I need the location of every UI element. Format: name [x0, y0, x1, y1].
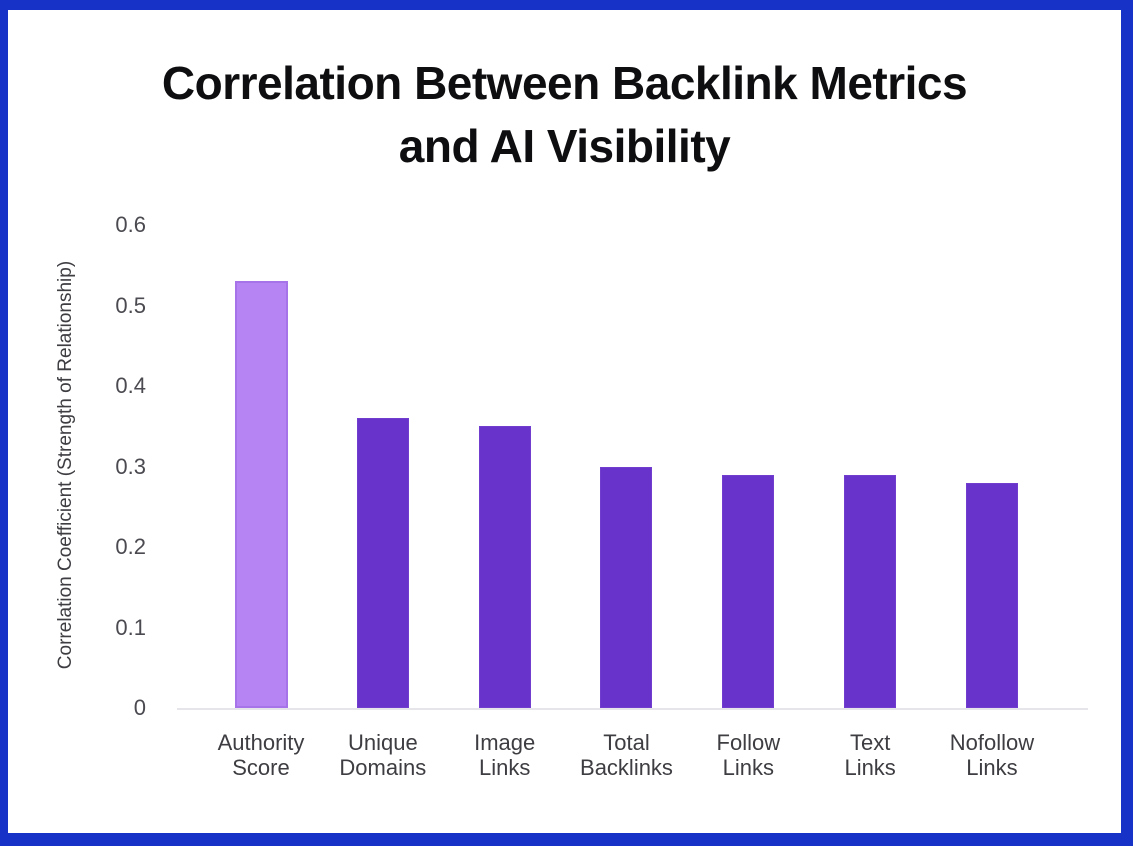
x-category-label-line: Follow: [716, 730, 781, 755]
y-tick-label-0.2: 0.2: [115, 534, 146, 559]
bar-total-backlinks: [600, 466, 653, 708]
x-category-label-line: Image: [474, 730, 536, 755]
x-category-label-line: Links: [844, 755, 896, 780]
x-category-label-text-links: Text Links: [795, 730, 945, 780]
bar-image-links: [478, 426, 531, 708]
x-category-label-line: Text: [849, 730, 891, 755]
x-category-label-line: Total: [603, 730, 650, 755]
x-category-label-line: Domains: [339, 755, 427, 780]
x-category-label-line: Backlinks: [580, 755, 673, 780]
chart-title-line-1: Correlation Between Backlink Metrics: [161, 57, 968, 109]
y-tick-label-0.5: 0.5: [115, 292, 146, 318]
x-category-label-line: Authority: [217, 730, 305, 755]
x-category-label-line: Unique: [347, 730, 418, 755]
bar-text-links: [844, 474, 897, 708]
x-category-label-line: Score: [232, 755, 290, 780]
y-tick-label-0.6: 0.6: [115, 212, 146, 237]
x-category-label-line: Links: [478, 755, 531, 780]
y-tick-label-0.3: 0.3: [115, 453, 146, 479]
x-category-label-nofollow-links: Nofollow Links: [917, 730, 1067, 780]
x-axis-line: [177, 708, 1088, 710]
chart-title: Correlation Between Backlink Metrics and…: [8, 52, 1121, 178]
x-category-label-line: Nofollow: [949, 730, 1035, 755]
chart-title-line-2: and AI Visibility: [398, 120, 731, 172]
chart-canvas: Correlation Between Backlink Metrics and…: [8, 10, 1121, 833]
y-tick-label-0.1: 0.1: [115, 614, 146, 640]
x-category-label-image-links: Image Links: [430, 730, 580, 780]
y-tick-label-0: 0: [133, 695, 146, 720]
bar-unique-domains: [356, 418, 409, 708]
plot-area: 0 0.1 0.2 0.3 0.4 0.5 0.6 Authority Score Unique D…: [8, 10, 1121, 833]
x-category-label-follow-links: Follow Links: [673, 730, 823, 780]
x-category-label-line: Links: [722, 755, 774, 780]
y-tick-label-0.4: 0.4: [115, 373, 146, 398]
x-category-label-total-backlinks: Total Backlinks: [551, 730, 701, 780]
bar-nofollow-links: [965, 482, 1018, 708]
x-category-label-unique-domains: Unique Domains: [308, 730, 458, 780]
x-category-label-authority-score: Authority Score: [186, 730, 336, 780]
bar-follow-links: [722, 474, 775, 708]
x-category-label-line: Links: [966, 755, 1018, 780]
bar-authority-score: [234, 281, 288, 708]
